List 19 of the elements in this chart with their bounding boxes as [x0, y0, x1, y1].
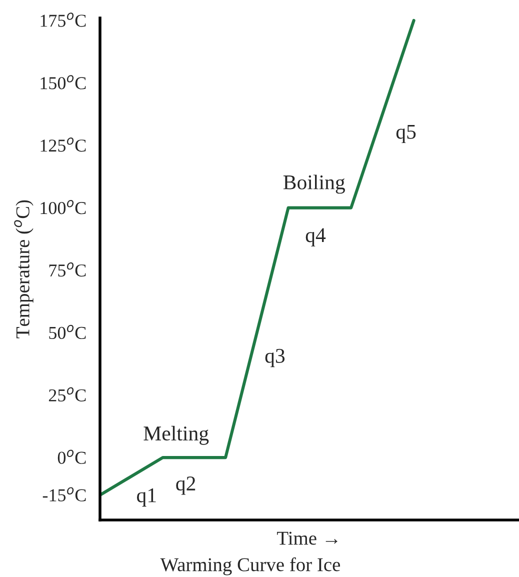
annotation: q1	[136, 488, 156, 507]
y-tick-label: 175$^{o}$C	[40, 12, 86, 27]
y-tick-label: -15$^{o}$C	[42, 487, 86, 502]
annotation: q4	[306, 228, 326, 246]
y-tick-label: 100$^{o}$C	[40, 200, 86, 214]
x-axis-title: Time →	[277, 532, 338, 545]
y-tick-label: 50$^{o}$C	[49, 324, 86, 340]
y-axis-title: Temperature ($^{o}$C)	[14, 200, 34, 338]
annotation: q5	[396, 124, 416, 144]
annotation: Boiling	[283, 174, 345, 194]
y-tick-label: 75$^{o}$C	[49, 262, 86, 277]
y-tick-label: 150$^{o}$C	[40, 75, 86, 90]
annotation: q3	[265, 348, 285, 368]
y-tick-label: 0$^{o}$C	[58, 450, 86, 464]
annotation: q2	[176, 476, 196, 495]
y-tick-label: 125$^{o}$C	[40, 138, 86, 152]
y-tick-label: 25$^{o}$C	[48, 387, 86, 402]
text: Warming Curve for Ice	[160, 557, 340, 576]
annotation: Melting	[144, 426, 209, 445]
